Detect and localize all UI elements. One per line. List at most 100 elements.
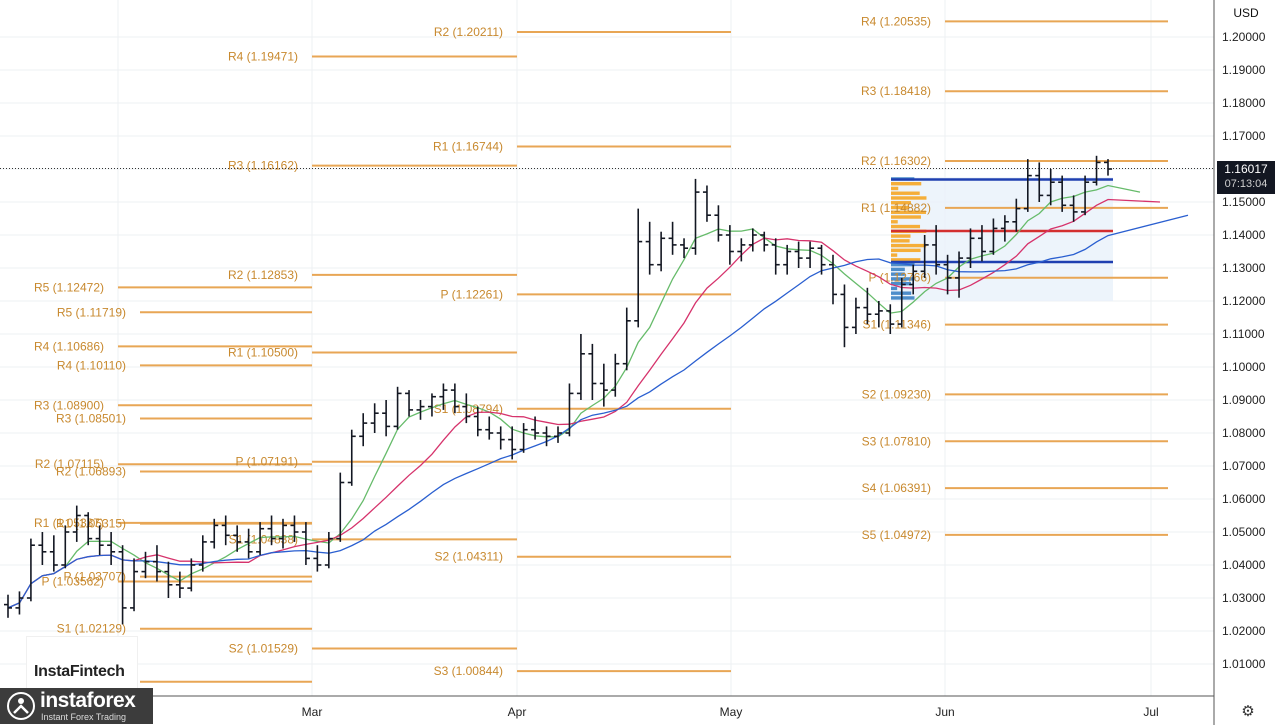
price-tick-label: 1.03000 bbox=[1222, 591, 1266, 605]
pivot-label: R1 (1.10500) bbox=[228, 346, 298, 360]
ohlc-bar bbox=[702, 185, 711, 222]
ohlc-bar bbox=[943, 254, 952, 295]
pivot-label: P (1.12261) bbox=[441, 287, 504, 301]
pivot-label: S2 (1.04311) bbox=[435, 550, 504, 564]
pivot-label: S3 (1.07810) bbox=[862, 434, 931, 448]
pivot-label: R3 (1.08501) bbox=[56, 411, 126, 425]
ohlc-bar bbox=[576, 334, 585, 400]
ohlc-bar bbox=[1081, 175, 1090, 216]
ohlc-bar bbox=[909, 264, 918, 295]
ohlc-bar bbox=[313, 545, 322, 572]
ohlc-bar bbox=[691, 178, 700, 255]
currency-selector[interactable]: USD bbox=[1216, 2, 1276, 24]
vp-row bbox=[891, 286, 898, 291]
vp-row bbox=[891, 258, 921, 262]
ohlc-bar bbox=[95, 525, 104, 556]
price-tick-label: 1.15000 bbox=[1222, 195, 1266, 209]
ohlc-bar bbox=[1092, 155, 1101, 186]
ohlc-bar bbox=[233, 525, 242, 552]
pivot-label: R3 (1.08900) bbox=[34, 398, 104, 412]
ohlc-bar bbox=[164, 561, 173, 598]
ohlc-bar bbox=[38, 532, 47, 565]
pivot-label: R3 (1.18418) bbox=[861, 84, 931, 98]
current-price-tag: 1.16017 07:13:04 bbox=[1217, 161, 1275, 194]
price-tick-label: 1.08000 bbox=[1222, 426, 1266, 440]
price-tick-label: 1.20000 bbox=[1222, 30, 1266, 44]
ohlc-bar bbox=[382, 400, 391, 437]
ohlc-bar bbox=[210, 518, 219, 549]
ohlc-bar bbox=[829, 254, 837, 305]
ohlc-bar bbox=[4, 594, 12, 618]
ohlc-bar bbox=[152, 545, 161, 582]
ohlc-bar bbox=[588, 343, 597, 400]
ohlc-bar bbox=[439, 383, 448, 410]
vp-range-box bbox=[891, 177, 1113, 301]
ohlc-bar bbox=[817, 244, 826, 275]
bar-countdown: 07:13:04 bbox=[1224, 178, 1268, 190]
ohlc-bar bbox=[72, 505, 81, 542]
ohlc-bar bbox=[61, 525, 70, 569]
ohlc-bar bbox=[485, 416, 494, 440]
ohlc-bar bbox=[989, 218, 998, 255]
vp-row bbox=[891, 182, 922, 186]
ohlc-bar bbox=[714, 205, 723, 242]
ohlc-bar bbox=[1069, 195, 1078, 222]
ohlc-bar bbox=[542, 426, 551, 447]
price-tick-label: 1.10000 bbox=[1222, 360, 1266, 374]
grid bbox=[0, 0, 1214, 696]
ohlc-bar bbox=[725, 225, 734, 265]
ohlc-bar bbox=[966, 228, 975, 268]
vp-row bbox=[891, 201, 911, 205]
ohlc-bar bbox=[508, 426, 517, 460]
instaforex-tagline: Instant Forex Trading bbox=[41, 712, 127, 722]
ohlc-bar bbox=[336, 472, 345, 542]
instafintech-logo-text: InstaFintech bbox=[34, 663, 125, 680]
chart-settings-gear-icon[interactable]: ⚙ bbox=[1241, 703, 1255, 720]
pivot-label: S2 (1.09230) bbox=[862, 387, 931, 401]
pivot-label: R4 (1.19471) bbox=[228, 49, 298, 63]
vp-row bbox=[891, 277, 915, 281]
vp-row bbox=[891, 253, 898, 257]
instaforex-logo-text: instaforex bbox=[40, 689, 136, 712]
pivot-label: R4 (1.10686) bbox=[34, 339, 104, 353]
pivot-label: R2 (1.12853) bbox=[228, 268, 298, 282]
vp-row bbox=[891, 262, 915, 267]
ohlc-bar bbox=[851, 297, 860, 334]
vp-row bbox=[891, 191, 920, 195]
pivot-label: R2 (1.20211) bbox=[434, 25, 503, 39]
price-tick-label: 1.06000 bbox=[1222, 492, 1266, 506]
ohlc-bar bbox=[49, 535, 58, 572]
ohlc-bar bbox=[473, 406, 482, 437]
ohlc-bar bbox=[611, 353, 620, 397]
pivot-label: R1 (1.14882) bbox=[861, 201, 931, 215]
volume-profile bbox=[891, 177, 1113, 301]
ohlc-bar bbox=[26, 538, 35, 602]
pivot-label: P (1.03562) bbox=[42, 574, 105, 588]
month-tick-label: Jun bbox=[935, 705, 954, 719]
ohlc-bar bbox=[920, 235, 929, 278]
ohlc-bar bbox=[279, 518, 287, 549]
ohlc-bars bbox=[0, 155, 1214, 625]
instaforex-watermark: instaforex Instant Forex Trading bbox=[0, 688, 153, 724]
pivot-label: S4 (1.06391) bbox=[862, 481, 931, 495]
price-tick-label: 1.18000 bbox=[1222, 96, 1266, 110]
pivot-label: R4 (1.20535) bbox=[861, 14, 931, 28]
vp-row bbox=[891, 248, 921, 253]
pivot-label: R1 (1.05315) bbox=[56, 517, 126, 531]
vp-row bbox=[891, 224, 921, 229]
vp-row bbox=[891, 210, 927, 214]
pivot-label: P (1.03707) bbox=[64, 570, 127, 584]
price-tick-label: 1.17000 bbox=[1222, 129, 1266, 143]
pivot-label: R1 (1.05337) bbox=[34, 516, 104, 530]
vp-row bbox=[891, 220, 898, 224]
ohlc-bar bbox=[118, 545, 127, 625]
vp-row bbox=[891, 205, 910, 210]
pivot-label: S5 (1.04972) bbox=[862, 528, 931, 542]
time-axis: Mar Apr May Jun Jul bbox=[0, 695, 1214, 719]
ohlc-bar bbox=[416, 400, 425, 420]
instaforex-logo-icon bbox=[7, 692, 35, 720]
price-tick-label: 1.13000 bbox=[1222, 261, 1266, 275]
instafintech-watermark: InstaFintech bbox=[26, 636, 138, 698]
